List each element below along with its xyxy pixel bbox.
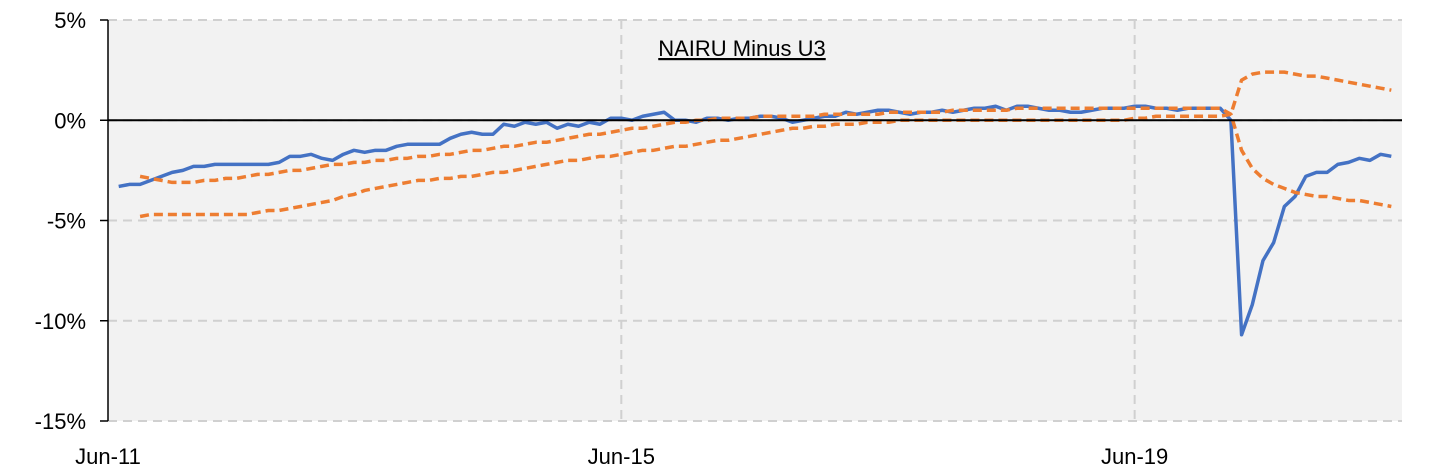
axes: -15% -10% -5% 0% 5% Jun-11 Jun-15 Jun-19: [35, 8, 1402, 469]
y-tick-label: -5%: [47, 209, 86, 234]
chart-title: NAIRU Minus U3: [658, 36, 825, 61]
series-line: [139, 106, 1392, 209]
y-tick-label: 5%: [54, 8, 86, 33]
x-tick-label: Jun-15: [588, 444, 655, 469]
y-tick-label: -10%: [35, 309, 86, 334]
x-tick-label: Jun-19: [1101, 444, 1168, 469]
y-tick-label: 0%: [54, 108, 86, 133]
y-tick-label: -15%: [35, 409, 86, 434]
lines: [118, 70, 1392, 337]
x-tick-label: Jun-11: [75, 444, 141, 469]
series-line: [139, 70, 1392, 219]
